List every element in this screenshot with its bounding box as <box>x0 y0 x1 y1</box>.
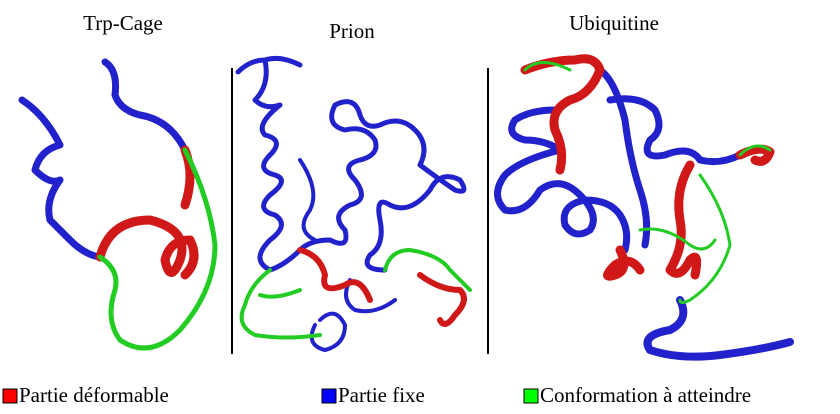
legend-swatch <box>3 389 17 403</box>
figure: Trp-Cage Prion Ubiquitine Partie déforma… <box>0 0 840 414</box>
legend-label: Partie déformable <box>19 383 169 407</box>
legend-label: Partie fixe <box>338 383 425 407</box>
legend-label: Conformation à atteindre <box>540 383 751 407</box>
prion-structure <box>238 58 470 350</box>
ubiquitine-structure <box>498 59 791 357</box>
panel-title: Trp-Cage <box>83 11 163 35</box>
panel-title: Prion <box>329 19 375 43</box>
trp-cage-structure <box>22 62 215 348</box>
legend-swatch <box>322 389 336 403</box>
panel-title: Ubiquitine <box>569 11 659 35</box>
legend: Partie déformable Partie fixe Conformation… <box>3 383 751 407</box>
legend-swatch <box>524 389 538 403</box>
